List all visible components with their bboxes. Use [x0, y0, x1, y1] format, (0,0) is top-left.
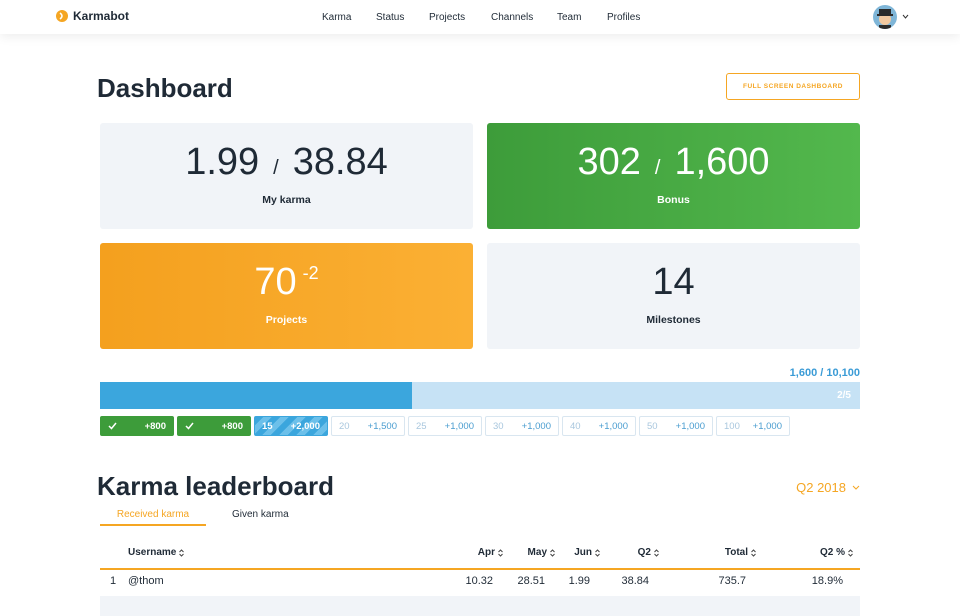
- table-cell: @thom: [128, 575, 164, 587]
- table-cell: 38.84: [621, 575, 649, 587]
- milestone-level: 50: [647, 420, 658, 432]
- bonus-card: 302 / 1,600 Bonus: [487, 123, 860, 229]
- sort-icon: [179, 548, 185, 557]
- sort-icon: [848, 548, 853, 557]
- column-header[interactable]: May: [528, 547, 555, 558]
- avatar[interactable]: [873, 5, 897, 29]
- period: Q2 2018: [796, 480, 846, 495]
- tab[interactable]: Given karma: [232, 509, 289, 520]
- column-header[interactable]: Jun: [574, 547, 600, 558]
- column-header[interactable]: Q2: [638, 547, 659, 558]
- brand-name: Karmabot: [73, 9, 130, 23]
- milestone-level: 25: [416, 420, 427, 432]
- milestone-reward: +1,000: [752, 420, 782, 432]
- milestone-reward: +1,000: [598, 420, 628, 432]
- check-icon: [185, 422, 194, 430]
- milestone: 20 +1,500: [331, 416, 405, 436]
- tab[interactable]: Received karma: [100, 509, 206, 526]
- value: 70: [254, 261, 297, 303]
- dropdown-icon[interactable]: [902, 14, 909, 19]
- milestone: 40 +1,000: [562, 416, 636, 436]
- label: Milestones: [646, 314, 701, 326]
- table-cell: 10.32: [465, 575, 493, 587]
- milestones-card: 14 Milestones: [487, 243, 860, 349]
- progress-fill: [100, 382, 412, 409]
- milestone-level: 40: [570, 420, 581, 432]
- milestone: 50 +1,000: [639, 416, 713, 436]
- separator: /: [654, 157, 661, 179]
- milestone: 30 +1,000: [485, 416, 559, 436]
- value: 14: [652, 261, 695, 303]
- table-cell: 1.99: [568, 575, 590, 587]
- table-cell: 28.51: [517, 575, 545, 587]
- header-rule: [100, 568, 860, 570]
- column-label: Q2 %: [819, 547, 845, 558]
- period-select[interactable]: Q2 2018: [796, 480, 860, 495]
- column-label: Total: [724, 547, 748, 558]
- nav-link[interactable]: Status: [376, 12, 405, 23]
- column-header[interactable]: Q2 %: [820, 547, 853, 558]
- milestone-reward: +1,000: [444, 420, 474, 432]
- nav-link[interactable]: Team: [557, 12, 582, 23]
- total: 38.84: [292, 141, 388, 183]
- column-header[interactable]: Total: [725, 547, 756, 558]
- sort-icon: [751, 548, 756, 557]
- progress-bar: 2/5: [100, 382, 860, 409]
- page-title: Dashboard: [97, 73, 233, 103]
- milestone-reward: +800: [221, 420, 243, 432]
- table-cell: 1: [110, 575, 117, 587]
- milestone-level: 20: [339, 420, 350, 432]
- column-label: Q2: [637, 547, 651, 558]
- milestone-reward: +2,000: [290, 420, 320, 432]
- nav-link[interactable]: Channels: [491, 12, 534, 23]
- nav-link[interactable]: Karma: [322, 12, 352, 23]
- value: 302: [577, 141, 641, 183]
- milestone-level: 100: [724, 420, 740, 432]
- total: 1,600: [674, 141, 770, 183]
- milestone-reward: +800: [144, 420, 166, 432]
- milestone-reward: +1,500: [367, 420, 397, 432]
- table-cell: 18.9%: [811, 575, 843, 587]
- progress-summary: 1,600 / 10,100: [789, 367, 860, 379]
- milestone-level: 30: [493, 420, 504, 432]
- navbar: Karmabot Karma Status Projects Channels Team…: [0, 0, 960, 34]
- label: Projects: [265, 314, 308, 326]
- sort-icon: [550, 548, 555, 557]
- delta: -2: [302, 263, 319, 283]
- milestone-reward: +1,000: [521, 420, 551, 432]
- milestone-level: 15: [262, 420, 273, 432]
- nav-link[interactable]: Profiles: [607, 12, 641, 23]
- milestone: 25 +1,000: [408, 416, 482, 436]
- milestone: +800: [100, 416, 174, 436]
- value: 1.99: [185, 141, 260, 183]
- nav-link[interactable]: Projects: [429, 12, 466, 23]
- sort-icon: [595, 548, 600, 557]
- column-label: Jun: [574, 547, 592, 558]
- projects-card: 70 -2 Projects: [100, 243, 473, 349]
- separator: /: [273, 157, 279, 179]
- karma-card: 1.99 / 38.84 My karma: [100, 123, 473, 229]
- column-label: Username: [128, 547, 177, 558]
- label: My karma: [262, 194, 311, 206]
- fullscreen-button[interactable]: FULL SCREEN DASHBOARD: [726, 73, 860, 100]
- leaderboard-title: Karma leaderboard: [97, 471, 334, 501]
- check-icon: [108, 422, 117, 430]
- sort-icon: [654, 548, 659, 557]
- column-label: Apr: [477, 547, 495, 558]
- progress-step: 2/5: [837, 390, 851, 401]
- table-row: [100, 596, 860, 616]
- label: Bonus: [657, 194, 690, 206]
- milestone: 100 +1,000: [716, 416, 790, 436]
- column-header[interactable]: Apr: [478, 547, 503, 558]
- column-header[interactable]: Username: [128, 547, 185, 558]
- logo: [56, 10, 68, 22]
- brand[interactable]: Karmabot: [56, 9, 129, 23]
- milestone: +800: [177, 416, 251, 436]
- milestone-reward: +1,000: [675, 420, 705, 432]
- sort-icon: [498, 548, 503, 557]
- milestone: 15 +2,000: [254, 416, 328, 436]
- table-cell: 735.7: [718, 575, 746, 587]
- column-label: May: [527, 547, 547, 558]
